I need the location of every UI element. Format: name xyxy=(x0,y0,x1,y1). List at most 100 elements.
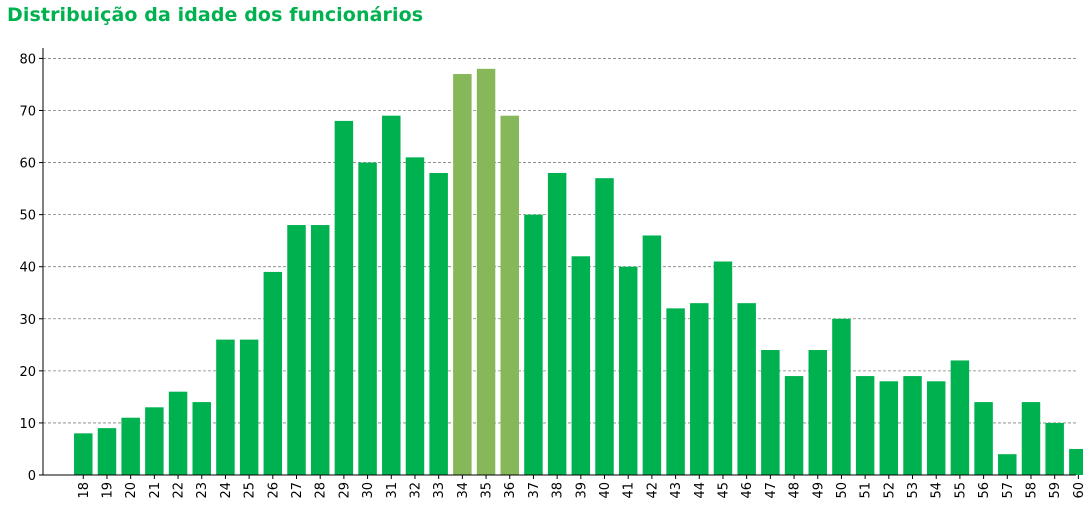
x-tick-label: 42 xyxy=(645,482,660,499)
bar-42 xyxy=(642,235,662,475)
x-tick-label: 50 xyxy=(835,482,850,499)
bar-56 xyxy=(974,402,993,475)
y-tick-label: 0 xyxy=(28,469,36,484)
axes xyxy=(39,48,1079,479)
y-tick-label: 20 xyxy=(19,365,36,380)
bar-43 xyxy=(666,308,685,475)
tick-labels: 0 10 20 30 40 50 60 70 80 18 19 20 21 22 23 24 25 26 27 28 2… xyxy=(19,52,1083,498)
bar-26 xyxy=(263,271,283,475)
bar-45 xyxy=(713,261,733,475)
bar-18 xyxy=(74,433,93,475)
x-tick-label: 26 xyxy=(266,482,281,499)
x-tick-label: 18 xyxy=(77,482,92,499)
x-tick-label: 54 xyxy=(930,482,945,499)
bar-33 xyxy=(429,172,448,475)
x-tick-label: 24 xyxy=(219,482,234,499)
bar-34 xyxy=(453,74,472,475)
y-tick-label: 40 xyxy=(19,261,36,276)
bar-22 xyxy=(168,391,188,475)
bar-51 xyxy=(855,376,875,475)
bar-60 xyxy=(1069,448,1083,475)
x-tick-label: 41 xyxy=(622,482,637,499)
x-tick-label: 19 xyxy=(100,482,115,499)
x-tick-label: 21 xyxy=(148,482,163,499)
bar-41 xyxy=(618,266,638,475)
bar-29 xyxy=(334,120,354,475)
x-tick-label: 28 xyxy=(314,482,329,499)
bar-30 xyxy=(358,162,377,475)
x-tick-label: 47 xyxy=(764,482,779,499)
x-tick-label: 43 xyxy=(669,482,684,499)
bar-31 xyxy=(382,115,401,475)
bar-19 xyxy=(97,428,117,475)
bar-53 xyxy=(903,376,922,475)
bar-50 xyxy=(832,318,851,475)
x-tick-label: 56 xyxy=(977,482,992,499)
x-tick-label: 39 xyxy=(574,482,589,499)
x-tick-label: 45 xyxy=(716,482,731,499)
x-tick-label: 20 xyxy=(124,482,139,499)
bar-40 xyxy=(595,178,614,475)
bar-58 xyxy=(1021,402,1041,475)
bar-35 xyxy=(476,68,496,475)
x-tick-label: 59 xyxy=(1048,482,1063,499)
x-tick-label: 32 xyxy=(408,482,423,499)
x-tick-label: 40 xyxy=(598,482,613,499)
bar-47 xyxy=(761,350,780,475)
y-tick-label: 10 xyxy=(19,417,36,432)
bar-32 xyxy=(405,157,425,476)
bar-44 xyxy=(690,303,709,475)
x-tick-label: 25 xyxy=(243,482,258,499)
bar-49 xyxy=(808,350,827,475)
bar-20 xyxy=(121,417,140,475)
bar-21 xyxy=(145,407,164,475)
y-tick-label: 70 xyxy=(19,104,36,119)
x-tick-label: 27 xyxy=(290,482,305,499)
x-tick-label: 49 xyxy=(811,482,826,499)
x-tick-label: 36 xyxy=(503,482,518,499)
x-tick-label: 48 xyxy=(788,482,803,499)
bar-54 xyxy=(926,381,946,475)
bar-36 xyxy=(500,115,519,475)
y-tick-label: 50 xyxy=(19,209,36,224)
bar-55 xyxy=(950,360,970,475)
bar-48 xyxy=(784,376,804,475)
x-tick-label: 31 xyxy=(385,482,400,499)
x-tick-label: 53 xyxy=(906,482,921,499)
x-tick-label: 23 xyxy=(195,482,210,499)
x-tick-label: 60 xyxy=(1072,482,1083,499)
y-tick-label: 30 xyxy=(19,313,36,328)
y-tick-label: 80 xyxy=(19,52,36,67)
x-tick-label: 22 xyxy=(172,482,187,499)
x-tick-label: 52 xyxy=(882,482,897,499)
x-tick-label: 57 xyxy=(1001,482,1016,499)
bar-39 xyxy=(571,256,591,475)
x-tick-label: 55 xyxy=(953,482,968,499)
x-tick-label: 30 xyxy=(361,482,376,499)
bar-24 xyxy=(216,339,235,475)
bar-23 xyxy=(192,402,211,475)
x-tick-label: 35 xyxy=(480,482,495,499)
x-tick-label: 34 xyxy=(456,482,471,499)
bar-52 xyxy=(879,381,899,475)
bar-28 xyxy=(310,225,330,475)
x-tick-label: 58 xyxy=(1024,482,1039,499)
x-tick-label: 44 xyxy=(693,482,708,499)
x-tick-label: 38 xyxy=(551,482,566,499)
y-tick-label: 60 xyxy=(19,157,36,172)
x-tick-label: 33 xyxy=(432,482,447,499)
bar-37 xyxy=(524,214,543,475)
bar-46 xyxy=(737,303,756,475)
bar-25 xyxy=(239,339,259,475)
bars xyxy=(74,68,1083,476)
chart-title: Distribuição da idade dos funcionários xyxy=(7,4,424,26)
bar-59 xyxy=(1045,422,1064,475)
x-tick-label: 37 xyxy=(527,482,542,499)
bar-38 xyxy=(547,172,567,475)
bar-27 xyxy=(287,225,306,475)
x-tick-label: 51 xyxy=(859,482,874,499)
x-tick-label: 46 xyxy=(740,482,755,499)
bar-57 xyxy=(998,454,1017,475)
x-tick-label: 29 xyxy=(337,482,352,499)
